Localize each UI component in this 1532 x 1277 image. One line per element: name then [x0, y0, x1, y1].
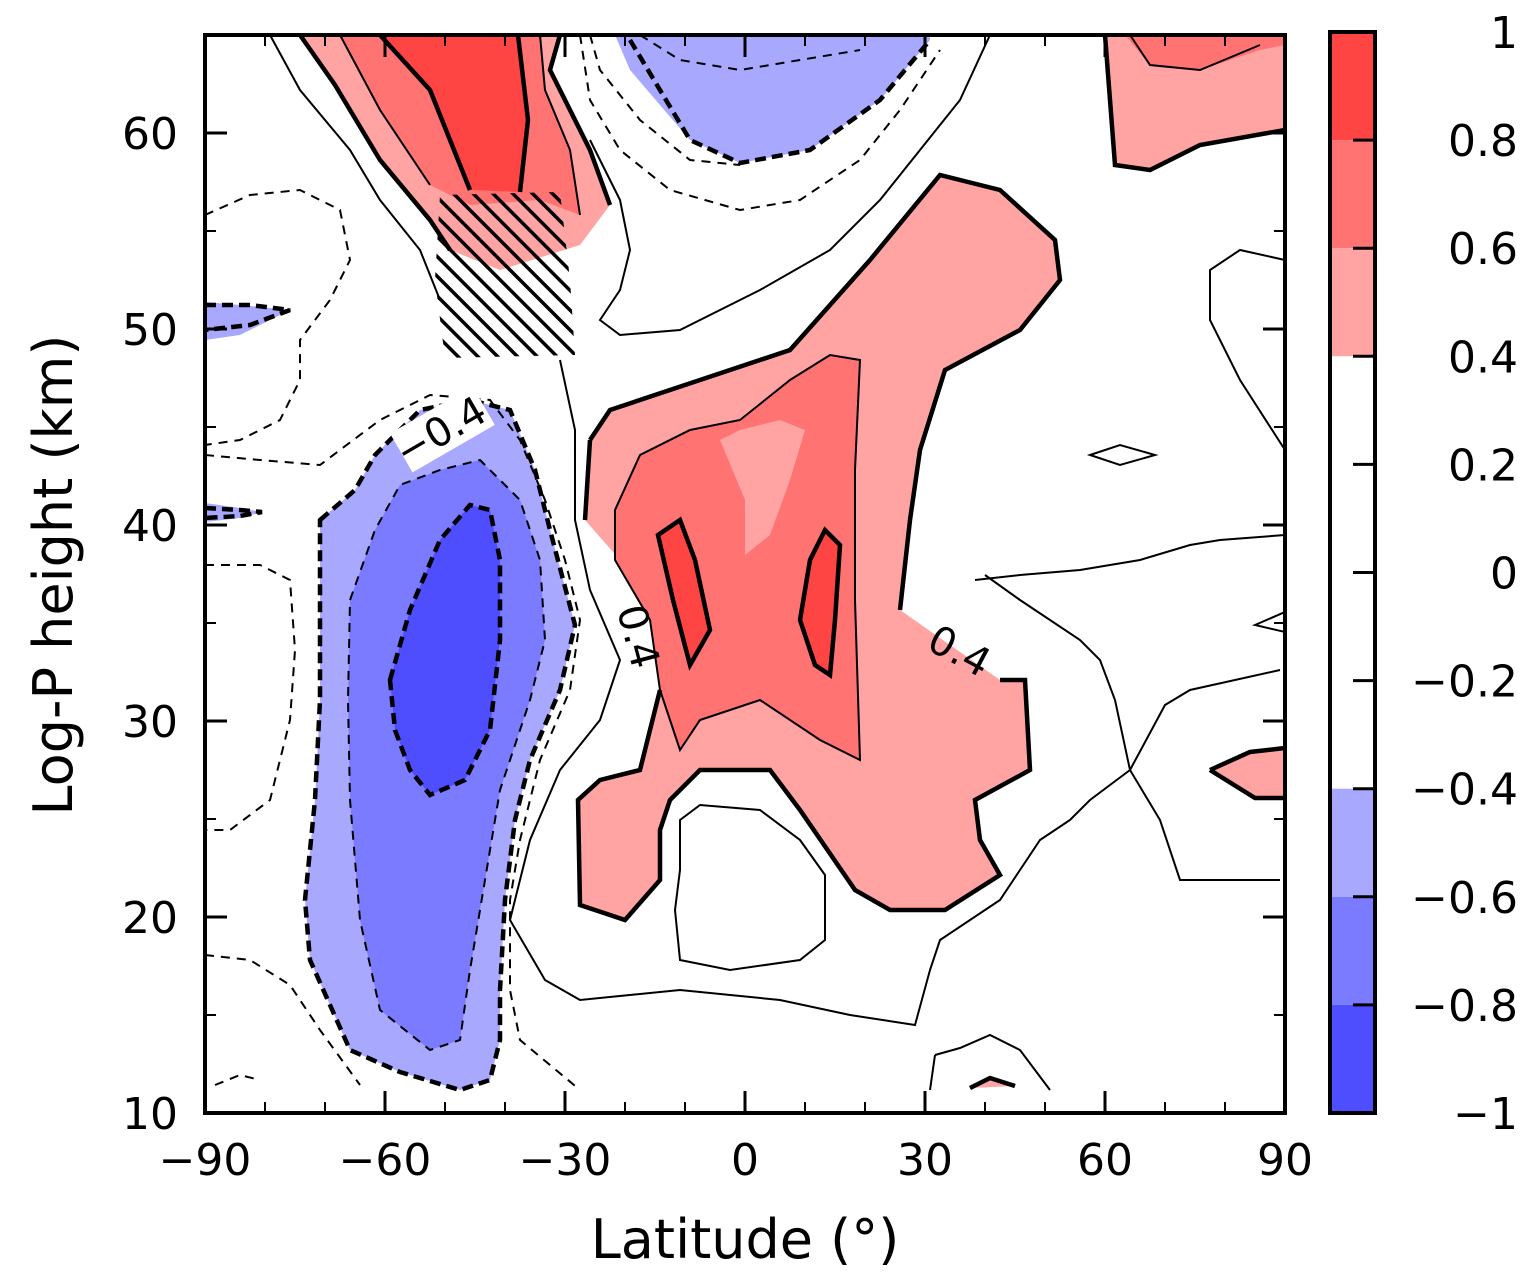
colorbar-band: [1330, 32, 1375, 141]
y-axis: 10 20 30 40 50 60: [122, 34, 1285, 1140]
colorbar-band: [1330, 140, 1375, 249]
colorbar-tick-label: 0: [1490, 549, 1518, 600]
y-tick-label: 40: [122, 501, 178, 552]
colorbar-tick-label: 1: [1490, 8, 1518, 59]
colorbar-tick-label: 0.4: [1448, 332, 1518, 383]
y-tick-label: 50: [122, 305, 178, 356]
colorbar-tick-label: 0.2: [1448, 440, 1518, 491]
negative-region-08-left: [390, 505, 500, 795]
positive-region-08-left: [658, 520, 710, 665]
negative-region-04-upper-centre: [615, 35, 930, 163]
positive-region-04-right-small: [1210, 748, 1285, 798]
colorbar-tick-label: 0.6: [1448, 224, 1518, 275]
thin-contour-lines: [269, 35, 1285, 1091]
dashed-contour-lines: [205, 35, 941, 1091]
x-tick-label: 60: [1077, 1135, 1133, 1186]
colorbar-band: [1330, 248, 1375, 357]
y-axis-title: Log-P height (km): [22, 335, 85, 816]
colorbar-tick-label: −0.2: [1411, 657, 1518, 708]
contour-field: −0.4 0.4 0.4: [205, 35, 1285, 1093]
colorbar-band: [1330, 1004, 1375, 1113]
y-tick-label: 10: [122, 1089, 178, 1140]
hatched-significance-region: [435, 192, 575, 358]
positive-region-04-notch: [720, 420, 805, 555]
negative-region-04-left-edge-40: [205, 503, 262, 522]
colorbar-tick-label: −0.4: [1411, 765, 1518, 816]
positive-region-04-bottom-small: [970, 1078, 1015, 1088]
colorbar: 1 0.8 0.6 0.4 0.2 0 −0.2 −0.4 −0.6 −0.8 −1: [1328, 8, 1518, 1140]
thick-dashed-contour-lines: [205, 38, 932, 1093]
y-tick-label: 60: [122, 109, 178, 160]
y-tick-label: 30: [122, 697, 178, 748]
x-tick-label: 0: [731, 1135, 759, 1186]
x-axis: −90 −60 −30 0 30 60 90: [159, 35, 1313, 1186]
colorbar-tick-label: −0.8: [1411, 981, 1518, 1032]
x-tick-label: −60: [339, 1135, 432, 1186]
x-tick-label: −30: [519, 1135, 612, 1186]
x-axis-title: Latitude (°): [591, 1208, 900, 1271]
y-tick-label: 20: [122, 893, 178, 944]
colorbar-tick-label: 0.8: [1448, 116, 1518, 167]
positive-region-06-centre: [615, 355, 860, 760]
x-tick-label: 30: [897, 1135, 953, 1186]
colorbar-tick-label: −0.6: [1411, 873, 1518, 924]
x-tick-label: 90: [1257, 1135, 1313, 1186]
x-tick-label: −90: [159, 1135, 252, 1186]
thick-contour-lines: [298, 35, 1285, 1091]
colorbar-band: [1330, 896, 1375, 1005]
colorbar-band: [1330, 788, 1375, 897]
colorbar-tick-label: −1: [1453, 1089, 1518, 1140]
white-hole-lower-centre: [675, 805, 825, 970]
